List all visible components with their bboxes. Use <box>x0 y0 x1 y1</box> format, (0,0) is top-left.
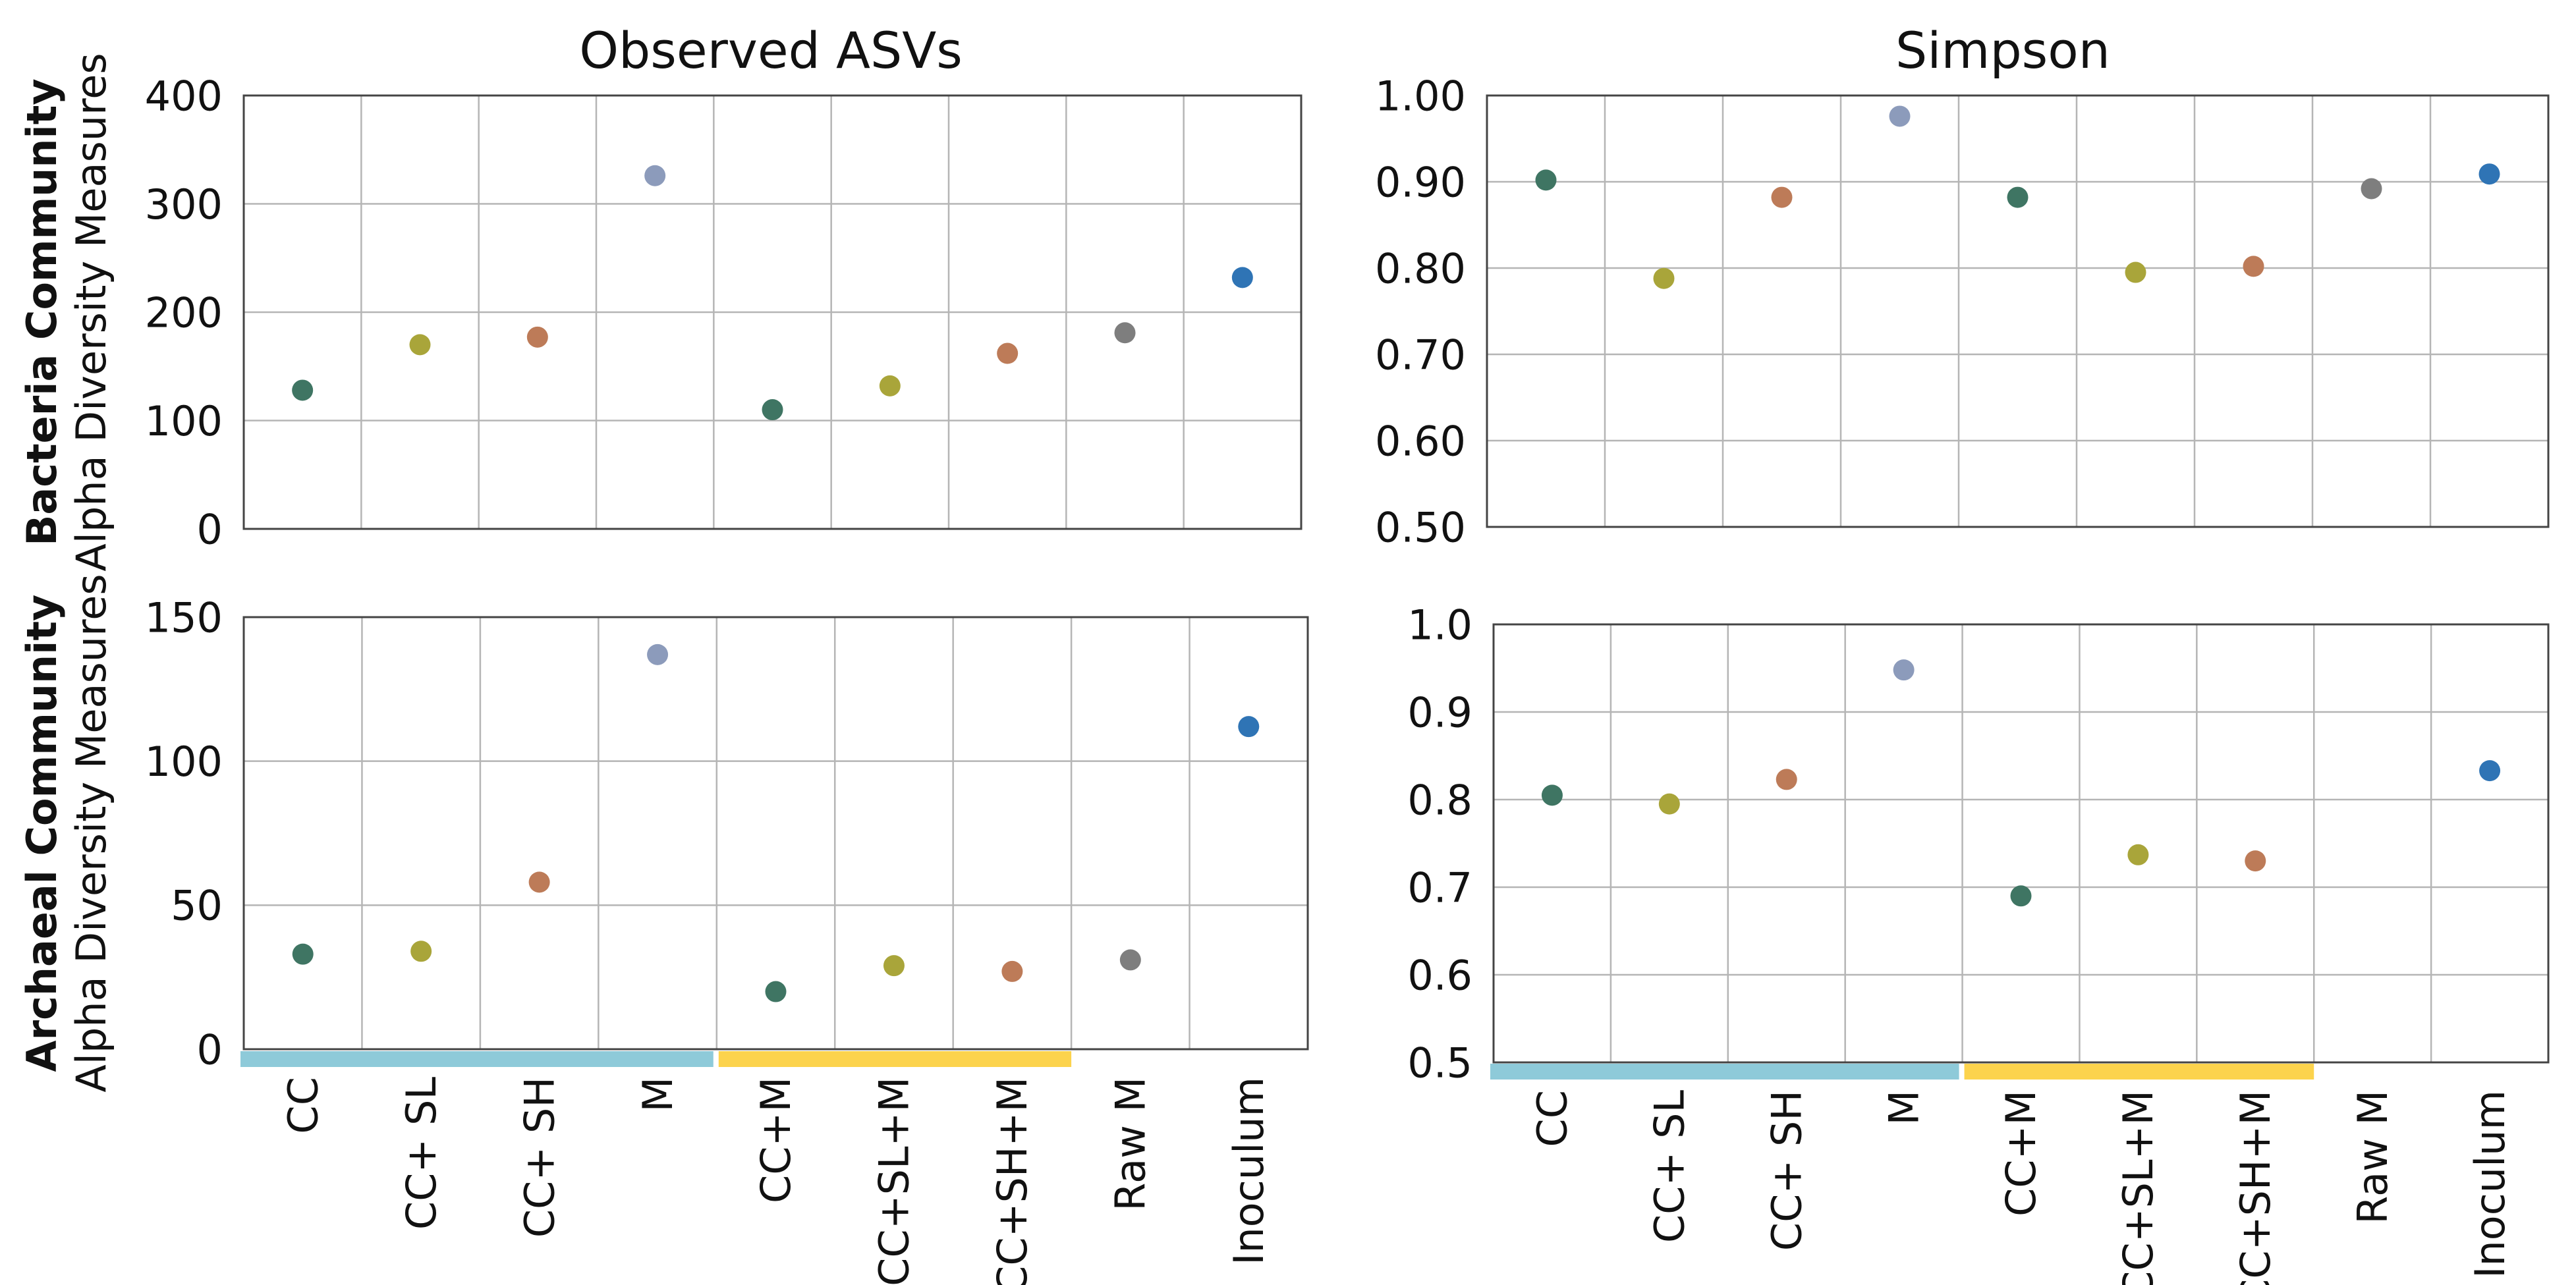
row-community-label: Archaeal Community <box>18 595 66 1072</box>
panel-4: 0.5 0.6 0.7 0.8 0.9 1.0 CC CC+ SL CC+ SH M CC+M CC+… <box>1407 601 2550 1285</box>
plot-frame <box>1492 623 2550 1064</box>
y-tick-label: 0.5 <box>1407 1039 1472 1087</box>
x-category-label: CC+M <box>1997 1090 2045 1217</box>
data-point-4 <box>647 643 669 665</box>
x-category-label: CC <box>1528 1090 1577 1147</box>
data-point-7 <box>2245 850 2266 872</box>
data-point-3 <box>1776 769 1797 790</box>
y-tick-label: 100 <box>145 738 223 786</box>
data-point-5 <box>765 981 787 1002</box>
x-category-label: Raw M <box>2349 1090 2397 1224</box>
row-community-label: Bacteria Community <box>18 78 66 546</box>
data-point-2 <box>1658 793 1680 815</box>
data-point-8 <box>2361 178 2382 200</box>
y-tick-label: 200 <box>145 288 223 337</box>
data-point-2 <box>410 941 432 962</box>
x-category-label: CC+ SL <box>397 1077 445 1230</box>
plot-frame <box>1486 94 2550 528</box>
row-measure-label: Alpha Diversity Measures <box>67 574 115 1092</box>
data-point-1 <box>292 943 314 965</box>
y-tick-label: 0.90 <box>1375 158 1466 206</box>
data-point-3 <box>528 871 550 893</box>
x-category-label: CC+ SL <box>1646 1090 1694 1244</box>
data-point-2 <box>409 334 431 356</box>
panel-3: 0 50 100 150 CC CC+ SL CC+ SH M CC+M CC+SL+M CC+SH… <box>145 593 1309 1285</box>
x-category-label: CC <box>279 1077 327 1134</box>
y-tick-label: 50 <box>171 882 223 930</box>
data-point-6 <box>883 955 905 977</box>
data-point-5 <box>762 399 783 421</box>
data-point-5 <box>2007 186 2029 208</box>
group-bar-with-manure <box>1964 1064 2314 1080</box>
data-point-8 <box>1119 949 1141 971</box>
y-tick-label: 0.70 <box>1375 331 1466 379</box>
data-point-5 <box>2010 885 2032 907</box>
y-tick-label: 0.6 <box>1407 951 1472 999</box>
x-category-label: CC+SH+M <box>2231 1090 2280 1285</box>
y-tick-label: 0.7 <box>1407 863 1472 912</box>
y-tick-label: 400 <box>145 72 223 120</box>
y-tick-label: 0 <box>197 1025 223 1074</box>
y-tick-label: 150 <box>145 593 223 642</box>
data-point-7 <box>1001 960 1023 982</box>
data-point-9 <box>2479 760 2501 782</box>
y-tick-label: 0 <box>197 505 223 553</box>
data-point-6 <box>2127 844 2149 865</box>
y-tick-label: 0.9 <box>1407 688 1472 736</box>
column-title: Observed ASVs <box>579 21 963 80</box>
x-category-label: CC+ SH <box>515 1077 563 1238</box>
group-bar-without-manure <box>240 1051 714 1067</box>
x-category-label: M <box>634 1077 682 1112</box>
x-category-label: CC+M <box>752 1077 800 1203</box>
data-point-9 <box>2478 163 2500 185</box>
data-point-1 <box>1541 784 1563 806</box>
data-point-8 <box>1114 322 1136 344</box>
data-point-6 <box>879 375 901 396</box>
data-point-7 <box>2243 256 2264 277</box>
x-category-label: Raw M <box>1107 1077 1155 1211</box>
data-point-4 <box>1893 659 1915 681</box>
data-point-4 <box>1889 105 1911 127</box>
y-tick-label: 300 <box>145 180 223 229</box>
data-point-2 <box>1653 267 1675 289</box>
y-tick-label: 0.50 <box>1375 503 1466 551</box>
y-tick-label: 1.0 <box>1407 601 1472 649</box>
data-point-4 <box>644 165 666 186</box>
y-tick-label: 0.8 <box>1407 776 1472 824</box>
x-category-label: CC+SL+M <box>2114 1090 2162 1285</box>
y-tick-label: 0.80 <box>1375 244 1466 292</box>
data-point-3 <box>526 326 548 348</box>
x-category-label: Inoculum <box>1225 1077 1273 1265</box>
panel-2: 0.50 0.60 0.70 0.80 0.90 1.00 <box>1375 72 2550 551</box>
data-point-3 <box>1771 186 1793 208</box>
plot-frame <box>242 616 1309 1051</box>
data-point-1 <box>1535 169 1557 191</box>
data-point-1 <box>292 379 314 401</box>
column-title: Simpson <box>1895 21 2110 80</box>
y-tick-label: 1.00 <box>1375 72 1466 120</box>
x-category-label: CC+ SH <box>1762 1090 1810 1251</box>
group-bar-with-manure <box>718 1051 1072 1067</box>
plot-frame <box>242 94 1302 530</box>
x-category-label: Inoculum <box>2466 1090 2514 1278</box>
data-point-7 <box>997 342 1019 364</box>
y-tick-label: 0.60 <box>1375 417 1466 465</box>
x-category-label: CC+SL+M <box>870 1077 918 1285</box>
x-category-label: M <box>1880 1090 1928 1126</box>
y-tick-label: 100 <box>145 397 223 445</box>
group-bar-without-manure <box>1490 1064 1959 1080</box>
data-point-9 <box>1231 267 1253 288</box>
panel-1: 0 100 200 300 400 <box>145 72 1302 553</box>
data-point-6 <box>2125 261 2146 283</box>
data-point-9 <box>1238 716 1260 738</box>
x-category-label: CC+SH+M <box>988 1077 1036 1285</box>
row-measure-label: Alpha Diversity Measures <box>67 53 115 571</box>
